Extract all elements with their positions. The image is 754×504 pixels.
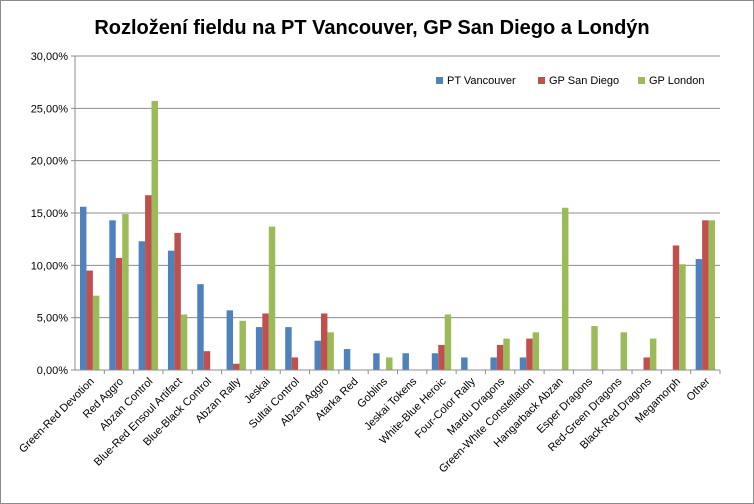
y-tick-label: 20,00% — [31, 156, 69, 168]
bar-gp-london — [122, 214, 129, 370]
bar-gp-london — [679, 264, 686, 370]
bar-pt-vancouver — [197, 284, 204, 370]
bar-gp-san-diego — [262, 313, 269, 370]
bar-pt-vancouver — [138, 241, 146, 370]
legend-label: GP London — [649, 75, 704, 87]
legend-swatch — [638, 77, 645, 84]
bar-gp-london — [444, 314, 452, 370]
y-tick-label: 0,00% — [37, 365, 68, 377]
bar-gp-san-diego — [438, 344, 445, 370]
bar-gp-london — [239, 320, 246, 370]
bar-pt-vancouver — [167, 250, 175, 370]
bar-gp-san-diego — [203, 351, 211, 370]
bar-gp-san-diego — [233, 363, 240, 370]
y-tick-label: 15,00% — [31, 208, 69, 220]
bar-pt-vancouver — [255, 327, 263, 370]
bar-gp-london — [92, 295, 100, 370]
bar-pt-vancouver — [226, 310, 234, 370]
bar-gp-london — [180, 314, 188, 370]
bar-gp-london — [620, 332, 628, 370]
bar-pt-vancouver — [402, 353, 409, 370]
bar-gp-london — [503, 338, 510, 370]
bar-gp-san-diego — [526, 338, 533, 370]
bar-gp-san-diego — [496, 344, 504, 370]
legend-label: PT Vancouver — [447, 75, 516, 87]
legend-label: GP San Diego — [549, 75, 619, 87]
y-tick-label: 10,00% — [31, 260, 69, 272]
bar-gp-san-diego — [643, 357, 650, 370]
bar-pt-vancouver — [79, 206, 87, 370]
bar-pt-vancouver — [109, 220, 116, 370]
y-tick-labels: 0,00% 5,00% 10,00% 15,00% 20,00% 25,00% 30,00% — [31, 51, 69, 377]
x-tick-label: Other — [685, 375, 713, 403]
chart-title: Rozložení fieldu na PT Vancouver, GP San… — [94, 17, 649, 39]
bar-pt-vancouver — [695, 259, 703, 370]
bars — [79, 101, 716, 371]
y-tick-label: 5,00% — [37, 313, 68, 325]
bar-gp-london — [649, 338, 657, 370]
bar-gp-san-diego — [115, 258, 123, 370]
bar-gp-london — [386, 357, 393, 370]
legend: PT Vancouver GP San Diego GP London — [436, 75, 704, 87]
bar-gp-london — [532, 332, 540, 370]
bar-gp-london — [151, 101, 158, 371]
bar-pt-vancouver — [285, 327, 292, 370]
bar-gp-san-diego — [672, 245, 680, 370]
bar-gp-london — [268, 226, 276, 370]
bar-gp-london — [708, 220, 716, 370]
bar-pt-vancouver — [314, 340, 321, 370]
y-tick-label: 25,00% — [31, 103, 69, 115]
bar-pt-vancouver — [519, 357, 527, 370]
bar-pt-vancouver — [373, 353, 380, 370]
bar-gp-san-diego — [86, 270, 93, 370]
y-tick-label: 30,00% — [31, 51, 69, 63]
bar-gp-san-diego — [702, 220, 709, 370]
bar-gp-london — [561, 207, 569, 370]
bar-gp-london — [591, 326, 598, 370]
bar-pt-vancouver — [431, 353, 439, 370]
axes — [74, 56, 721, 374]
bar-gp-san-diego — [291, 357, 299, 370]
bar-pt-vancouver — [343, 349, 351, 370]
bar-gp-london — [327, 332, 334, 370]
bar-gp-san-diego — [145, 195, 152, 370]
bar-gp-san-diego — [320, 313, 328, 370]
legend-swatch — [538, 77, 545, 84]
bar-gp-san-diego — [174, 232, 181, 370]
legend-swatch — [436, 77, 443, 84]
bar-pt-vancouver — [490, 357, 497, 370]
bar-pt-vancouver — [461, 357, 468, 370]
